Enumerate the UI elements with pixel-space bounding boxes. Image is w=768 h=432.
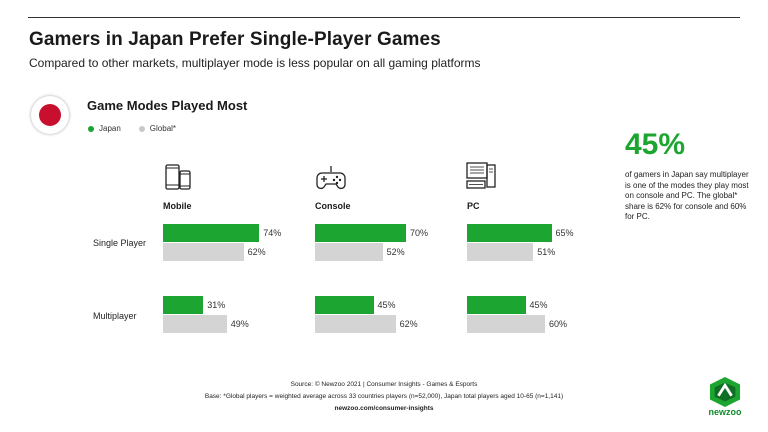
bar-label-pc-multiplayer-global: 60% <box>549 319 568 329</box>
legend-swatch-japan <box>88 125 94 132</box>
bar-label-mobile-multiplayer-japan: 31% <box>207 300 226 310</box>
bar-mobile-multiplayer-global <box>163 315 227 333</box>
bar-console-multiplayer-japan <box>315 296 374 314</box>
bar-label-pc-single-player-japan: 65% <box>555 228 574 238</box>
bar-pc-multiplayer-japan <box>467 296 526 314</box>
bar-mobile-single-player-japan <box>163 224 260 242</box>
header-rule <box>28 17 740 18</box>
newzoo-logo-icon <box>709 376 741 408</box>
stat-value: 45% <box>625 128 686 161</box>
legend-item-japan: Japan <box>88 124 121 133</box>
page-subtitle: Compared to other markets, multiplayer m… <box>29 56 481 70</box>
legend-swatch-global <box>138 125 145 132</box>
platform-label-mobile: Mobile <box>163 201 192 211</box>
row-label-single-player: Single Player <box>93 238 147 248</box>
bar-label-mobile-single-player-japan: 74% <box>263 228 282 238</box>
bar-label-console-single-player-global: 52% <box>386 247 405 257</box>
bar-mobile-single-player-global <box>163 243 244 261</box>
legend-item-global: Global* <box>138 124 177 133</box>
row-label-multiplayer: Multiplayer <box>93 311 137 321</box>
footer-base: Base: *Global players = weighted average… <box>204 393 564 400</box>
platform-label-pc: PC <box>467 201 480 211</box>
chart-legend: Japan Global* <box>88 124 194 133</box>
page-title: Gamers in Japan Prefer Single-Player Gam… <box>29 29 441 50</box>
footer-url: newzoo.com/consumer-insights <box>334 405 434 412</box>
platform-label-console: Console <box>315 201 351 211</box>
brand-name: newzoo <box>708 407 742 417</box>
footer-source: Source: © Newzoo 2021 | Consumer Insight… <box>290 381 478 388</box>
desktop-pc-icon <box>466 162 496 189</box>
bar-console-single-player-global <box>315 243 383 261</box>
bar-pc-single-player-japan <box>467 224 552 242</box>
bar-label-mobile-multiplayer-global: 49% <box>230 319 249 329</box>
bar-label-mobile-single-player-global: 62% <box>247 247 266 257</box>
legend-label-global: Global* <box>149 124 177 133</box>
bar-mobile-multiplayer-japan <box>163 296 204 314</box>
bar-label-pc-multiplayer-japan: 45% <box>529 300 548 310</box>
bar-label-console-multiplayer-japan: 45% <box>377 300 396 310</box>
bar-pc-multiplayer-global <box>467 315 545 333</box>
mobile-devices-icon <box>165 164 191 190</box>
stat-description: of gamers in Japan say multiplayer is on… <box>625 170 749 221</box>
bar-label-pc-single-player-global: 51% <box>537 247 556 257</box>
japan-flag-icon <box>31 96 69 134</box>
bar-console-multiplayer-global <box>315 315 396 333</box>
chart-title: Game Modes Played Most <box>87 98 248 113</box>
bar-pc-single-player-global <box>467 243 534 261</box>
bar-console-single-player-japan <box>315 224 406 242</box>
gamepad-icon <box>316 166 346 190</box>
bar-label-console-single-player-japan: 70% <box>410 228 429 238</box>
legend-label-japan: Japan <box>99 124 121 133</box>
bar-label-console-multiplayer-global: 62% <box>399 319 418 329</box>
